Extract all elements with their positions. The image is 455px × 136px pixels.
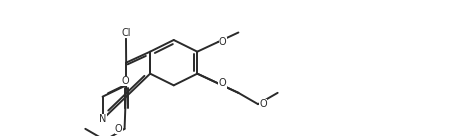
Text: O: O bbox=[218, 78, 226, 88]
Text: N: N bbox=[99, 114, 106, 124]
Text: O: O bbox=[259, 99, 267, 109]
Text: O: O bbox=[219, 78, 227, 88]
Text: O: O bbox=[115, 124, 122, 134]
Text: O: O bbox=[121, 76, 129, 86]
Text: Cl: Cl bbox=[121, 28, 131, 38]
Text: O: O bbox=[219, 37, 227, 47]
